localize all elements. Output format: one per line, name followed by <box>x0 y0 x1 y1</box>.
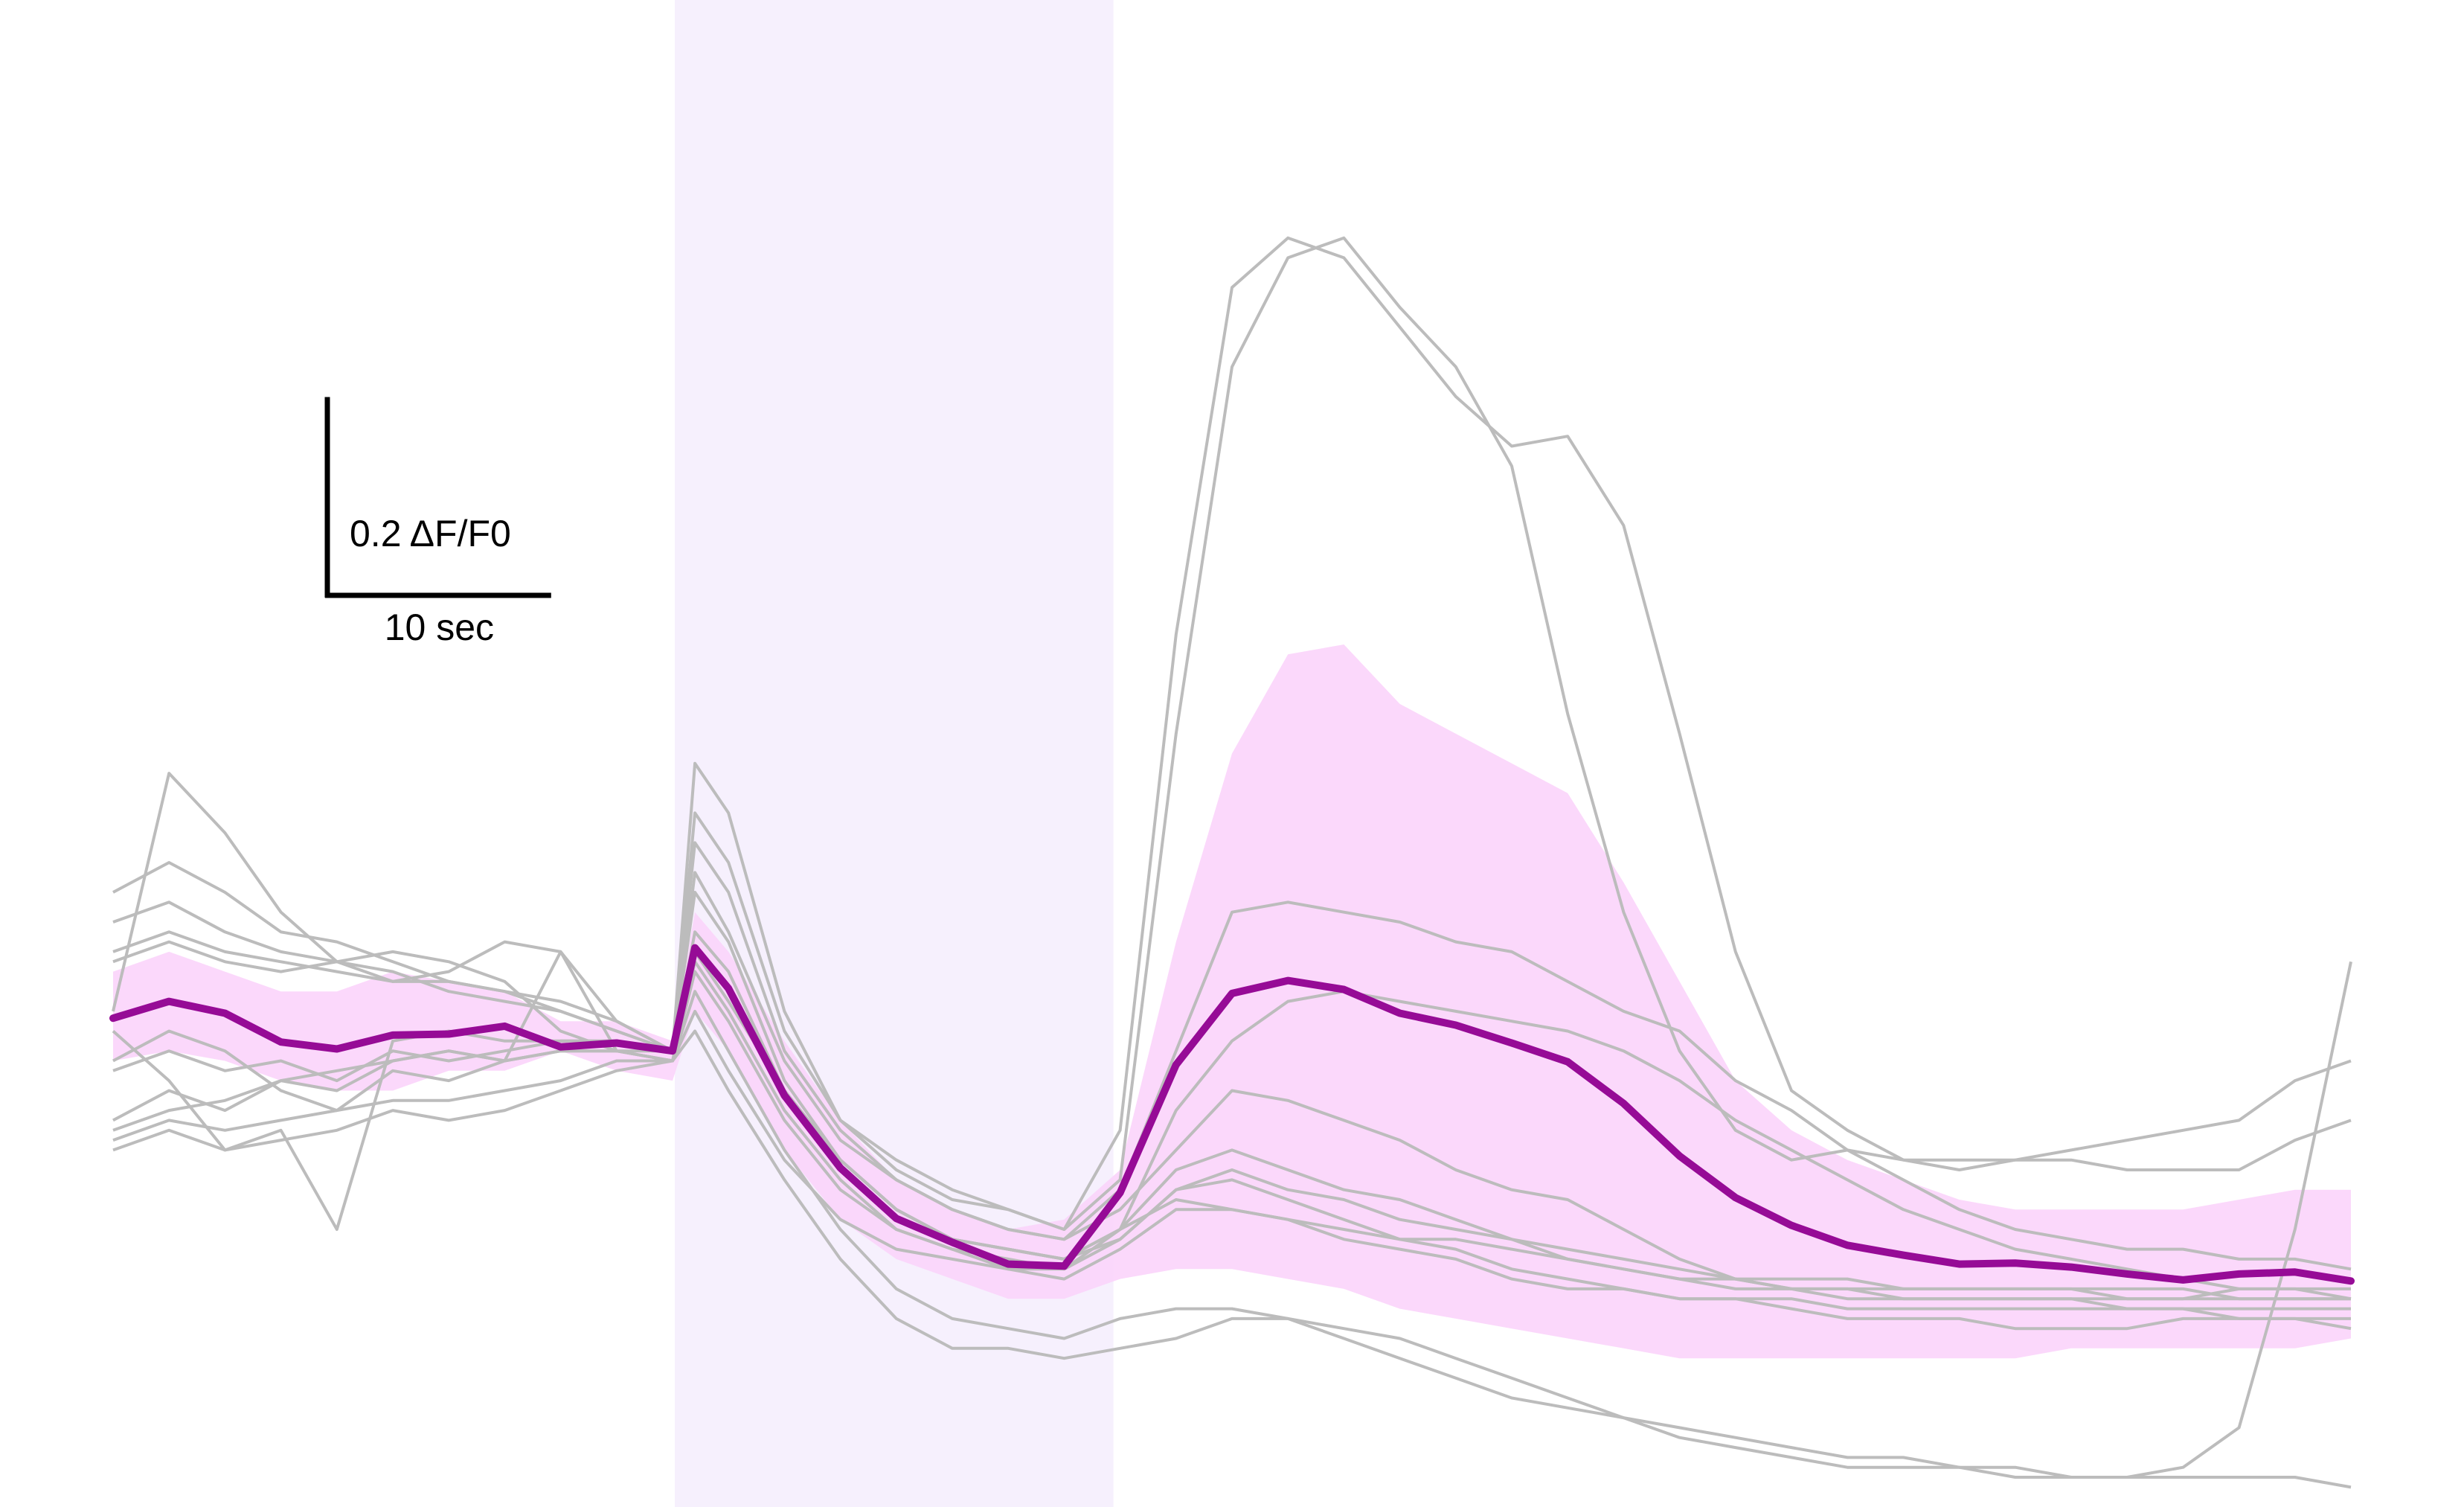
individual-trace-12 <box>112 950 2351 1320</box>
individual-trace-3 <box>112 841 2352 1271</box>
individual-trace-7 <box>112 1009 2352 1331</box>
individual-trace-4 <box>112 891 2352 1301</box>
mean-trace <box>109 944 2355 1285</box>
scale-bar: 0.2 ΔF/F0 10 sec <box>324 397 551 648</box>
individual-traces <box>112 236 2352 1489</box>
individual-trace-11 <box>112 930 2351 1301</box>
individual-trace-10 <box>112 871 2351 1301</box>
scale-bar-y-label: 0.2 ΔF/F0 <box>350 513 511 554</box>
individual-trace-9 <box>112 1029 2352 1489</box>
sem-band <box>113 644 2351 1359</box>
individual-trace-1 <box>112 236 2352 1231</box>
scale-bar-x-label: 10 sec <box>385 607 494 648</box>
individual-trace-8 <box>112 961 2352 1479</box>
